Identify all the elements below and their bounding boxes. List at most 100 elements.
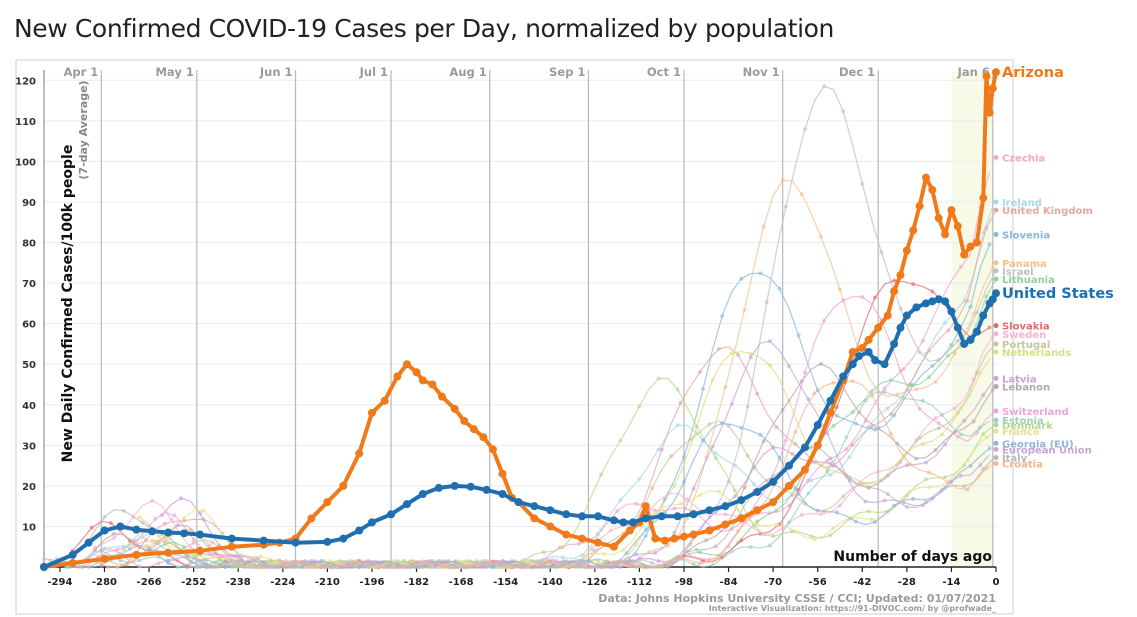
series-point: [753, 506, 762, 515]
series-point: [737, 514, 746, 523]
month-marker-label: May 1: [155, 65, 193, 79]
month-marker-label: Apr 1: [63, 65, 98, 79]
series-point: [323, 537, 332, 546]
x-tick-label: -210: [315, 577, 340, 588]
background-series-point: [847, 455, 852, 460]
series-point: [988, 295, 997, 304]
background-series-point: [923, 460, 928, 465]
background-series-point: [672, 483, 677, 488]
background-series-point: [822, 84, 827, 89]
series-end-point: [993, 454, 999, 460]
background-series-point: [118, 558, 123, 563]
series-point: [418, 376, 427, 385]
y-tick-label: 10: [22, 522, 36, 533]
background-series-point: [908, 462, 913, 467]
background-series-point: [828, 533, 833, 538]
background-series-point: [927, 348, 932, 353]
background-series-point: [172, 513, 177, 518]
background-series-line: [88, 209, 997, 568]
background-series-point: [888, 411, 893, 416]
background-series-point: [943, 475, 948, 480]
background-series-point: [589, 546, 594, 551]
background-series-point: [681, 480, 686, 485]
background-series-point: [946, 328, 951, 333]
background-series-point: [427, 558, 432, 563]
background-series-point: [137, 564, 142, 569]
background-series-point: [923, 500, 928, 505]
background-series-point: [825, 458, 830, 463]
background-series-point: [968, 304, 973, 309]
x-tick-label: -294: [47, 577, 72, 588]
background-series-point: [672, 530, 677, 535]
background-series-point: [586, 559, 591, 564]
series-point: [402, 500, 411, 509]
background-series-point: [637, 404, 642, 409]
background-series-point: [688, 437, 693, 442]
x-tick-label: -224: [270, 577, 295, 588]
series-arizona[interactable]: Arizona: [40, 65, 1064, 571]
series-united-states[interactable]: United States: [40, 286, 1114, 571]
series-point: [909, 226, 918, 235]
series-point: [947, 206, 956, 215]
series-label: United States: [1002, 286, 1114, 302]
background-series-point: [634, 501, 639, 506]
background-series-point: [637, 477, 642, 482]
background-series-point: [933, 416, 938, 421]
x-tick-label: -280: [92, 577, 117, 588]
series-point: [855, 352, 864, 361]
background-series-point: [99, 563, 104, 568]
background-series-point: [350, 562, 355, 567]
background-series-point: [408, 559, 413, 564]
background-series-point: [869, 393, 874, 398]
series-label: Arizona: [1002, 65, 1064, 81]
background-series-point: [392, 565, 397, 569]
background-series-point: [694, 547, 699, 552]
series-label: Croatia: [1002, 460, 1043, 471]
series-label: Portugal: [1002, 340, 1050, 351]
background-series-point: [576, 541, 581, 546]
series-label: Latvia: [1002, 374, 1037, 385]
series-point: [562, 510, 571, 519]
background-series-point: [602, 552, 607, 557]
background-series-point: [127, 546, 132, 551]
background-series-point: [920, 338, 925, 343]
background-series-point: [844, 446, 849, 451]
background-series-point: [965, 487, 970, 492]
series-point: [434, 483, 443, 492]
series-point: [546, 522, 555, 531]
background-series-point: [978, 463, 983, 468]
background-series-line: [107, 380, 997, 568]
background-series-point: [624, 551, 629, 556]
background-series-point: [637, 556, 642, 561]
background-series-point: [261, 560, 266, 565]
series-point: [871, 356, 880, 365]
series-point: [100, 526, 109, 535]
background-series-point: [736, 352, 741, 357]
background-series-point: [873, 295, 878, 300]
series-point: [753, 487, 762, 496]
background-series-point: [618, 565, 623, 569]
series-end-point: [993, 207, 999, 213]
background-series-point: [599, 472, 604, 477]
series-point: [941, 297, 950, 306]
background-series-point: [978, 425, 983, 430]
background-series-point: [672, 506, 677, 511]
series-point: [578, 534, 587, 543]
background-series-point: [787, 520, 792, 525]
background-series-point: [761, 224, 766, 229]
background-series-point: [936, 357, 941, 362]
background-series-point: [869, 424, 874, 429]
background-series-point: [452, 559, 457, 564]
background-series-point: [771, 534, 776, 539]
background-series-point: [809, 534, 814, 539]
background-series-point: [904, 504, 909, 509]
background-series-point: [955, 434, 960, 439]
series-end-point: [993, 341, 999, 347]
background-series-point: [675, 423, 680, 428]
background-series-point: [923, 477, 928, 482]
series-end-point: [993, 331, 999, 337]
series-point: [196, 546, 205, 555]
background-series-point: [599, 565, 604, 569]
background-series-point: [178, 496, 183, 501]
